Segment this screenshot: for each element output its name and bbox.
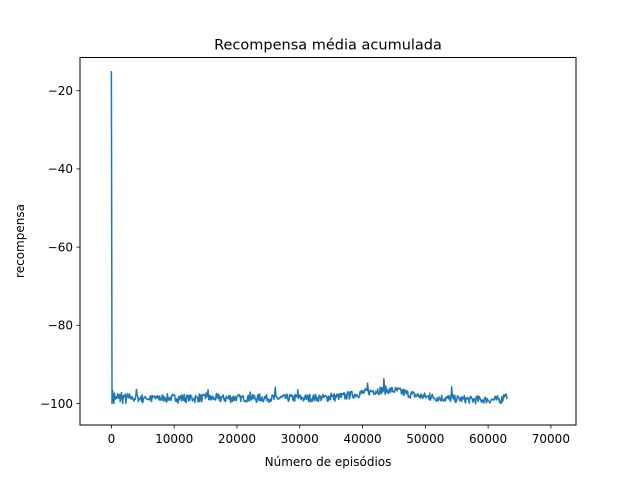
x-tick-label: 20000 (218, 432, 256, 446)
plot-frame (79, 57, 577, 426)
y-tick-label: −20 (48, 84, 73, 98)
x-axis-title: Número de episódios (265, 455, 392, 469)
data-layer (110, 71, 508, 405)
ticks-layer: 0 10000 20000 30000 40000 50000 60000 70000 −20 −… (40, 84, 570, 446)
x-tick-label: 0 (108, 432, 116, 446)
y-tick-label: −40 (48, 162, 73, 176)
x-tick-label: 50000 (406, 432, 444, 446)
series-line-recompensa (110, 71, 508, 405)
y-tick-label: −100 (40, 397, 73, 411)
x-tick-label: 40000 (343, 432, 381, 446)
x-tick-label: 30000 (281, 432, 319, 446)
x-tick-label: 10000 (155, 432, 193, 446)
x-tick-label: 60000 (469, 432, 507, 446)
y-axis-title: recompensa (13, 204, 27, 278)
y-tick-label: −80 (48, 319, 73, 333)
x-tick-label: 70000 (532, 432, 570, 446)
chart-title: Recompensa média acumulada (214, 38, 442, 54)
y-tick-label: −60 (48, 240, 73, 254)
